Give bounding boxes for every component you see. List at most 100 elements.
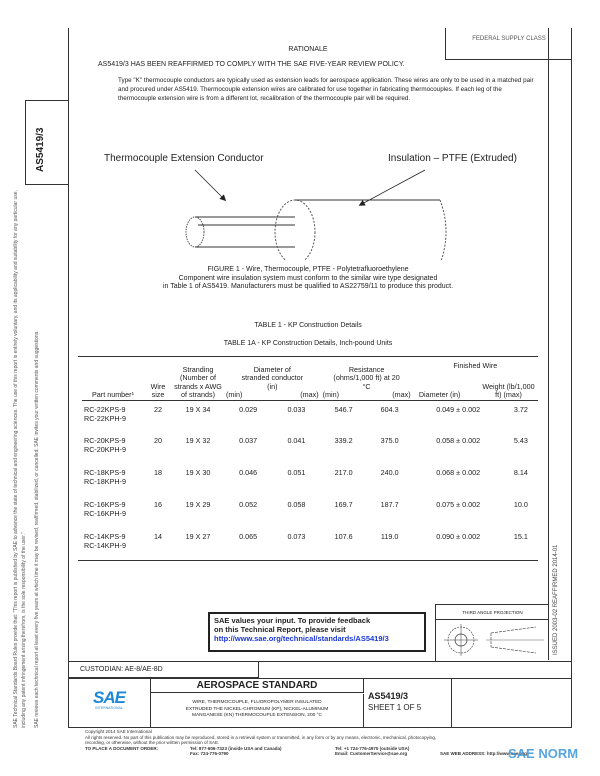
cell-rmin: 339.2 [334,436,353,445]
cell-part-number: RC-18KPS-9 RC-18KPH-9 [82,464,144,496]
caption-title: FIGURE 1 - Wire, Thermocouple, PTFE - Po… [207,266,409,273]
fax: Fax: 724-776-0790 [190,751,229,757]
doc-number: AS5419/3 [368,691,409,701]
cell-rmin: 169.7 [334,500,353,509]
table-row: RC-20KPS-9 RC-20KPH-9 20 19 X 32 0.037 0.041 3… [82,432,538,464]
rights: All rights reserved. No part of this pub… [85,734,437,740]
cell-dmax: 0.051 [287,468,306,477]
figure-label-conductor: Thermocouple Extension Conductor [104,153,264,164]
cell-strand: 19 X 27 [185,532,211,541]
cell-dmin: 0.029 [239,404,258,414]
sheet-number: SHEET 1 OF 5 [368,703,422,712]
cell-strand: 19 X 32 [185,436,211,445]
tel-outside: Tel: +1 724-776-4970 (outside USA) [335,745,410,751]
custodian: CUSTODIAN: AE-8/AE-8D [68,662,259,678]
cell-fd: 0.068 ± 0.002 [436,468,481,477]
th-diameter: Diameter of stranded conductor (in) (min)… [224,362,321,400]
th-diameter-label: Diameter of stranded conductor (in) [241,364,304,391]
cell-w: 15.1 [513,532,528,541]
rationale-paragraph: Type "K" thermocouple conductors are typ… [118,77,534,102]
watermark-logo: SAE NORM [508,746,579,761]
table-title: TABLE 1 - KP Construction Details [254,322,362,329]
cell-rmin: 546.7 [334,404,353,414]
issue-dates: ISSUED 2003-02 REAFFIRMED 2014-01 [553,544,559,655]
margin-notice-1: SAE Technical Standards Board Rules prov… [13,190,27,728]
table-top-rule [78,356,538,357]
figure-caption: FIGURE 1 - Wire, Thermocouple, PTFE - Po… [68,266,548,292]
caption-note-1: Component wire insulation system must co… [178,274,438,282]
cell-dmin: 0.046 [239,468,258,477]
th-rmin: (min) [322,390,339,399]
web-address[interactable]: SAE WEB ADDRESS: http://www.sae.org [440,751,527,757]
feedback-link[interactable]: http://www.sae.org/technical/standards/A… [214,634,389,643]
doc-id-vertical: AS5419/3 [35,127,46,172]
federal-supply-class-box: FEDERAL SUPPLY CLASS [445,28,572,60]
th-resistance: Resistance (ohms/1,000 ft) at 20 °C (min)… [321,362,413,400]
table-row: RC-16KPS-9 RC-16KPH-9 16 19 X 29 0.052 0.058 1… [82,496,538,528]
th-dmax: (max) [300,390,319,399]
cell-rmin: 107.6 [334,532,353,541]
figure-label-insulation: Insulation – PTFE (Extruded) [388,153,517,164]
cell-size: 14 [154,532,162,541]
table-subtitle: TABLE 1A - KP Construction Details, Inch… [223,340,393,347]
desc-line3: MANGANESE (KN) THERMOCOUPLE EXTENSION, 2… [191,713,323,718]
cell-w: 3.72 [513,404,528,414]
feedback-line2: on this Technical Report, please visit [214,625,346,634]
cell-fd: 0.058 ± 0.002 [436,436,481,445]
table-wrap: Part number¹ Wire size Stranding (Number… [78,361,538,561]
standard-heading: AEROSPACE STANDARD [151,679,364,693]
rationale-statement: AS5419/3 HAS BEEN REAFFIRMED TO COMPLY W… [98,61,405,68]
part-number: RC-14KPS-9 [84,532,126,541]
desc-line2: EXTRUDED THE NICKEL-CHROMIUM (KP), NICKE… [185,706,329,712]
table-bottom-rule [78,560,538,561]
th-resistance-label: Resistance (ohms/1,000 ft) at 20 °C [333,364,400,391]
rationale-title: RATIONALE [288,46,328,53]
th-stranding: Stranding (Number of strands x AWG of st… [174,364,222,399]
cell-rmax: 375.0 [380,436,399,445]
cell-size: 20 [154,436,162,445]
cell-dmax: 0.073 [287,532,306,541]
th-fdiam: Diameter (in) [418,390,461,399]
cell-part-number: RC-22KPS-9 RC-22KPH-9 [82,400,144,432]
title-block-top [68,661,571,662]
sae-logo: SAE INTERNATIONAL [68,679,151,727]
table-row: RC-22KPS-9 RC-22KPH-9 22 19 X 34 0.029 0.033 5… [82,400,538,432]
projection-label: THIRD ANGLE PROJECTION [436,605,549,620]
cell-dmin: 0.052 [239,500,258,509]
table-header-row: Part number¹ Wire size Stranding (Number… [82,361,538,400]
construction-table: Part number¹ Wire size Stranding (Number… [82,361,538,560]
th-finished: Finished Wire Diameter (in) Weight (lb/1,0… [413,361,538,400]
th-wire: Wire size [150,381,166,399]
strip-line [548,28,549,660]
cell-dmin: 0.037 [239,436,258,445]
cell-part-number: RC-16KPS-9 RC-16KPH-9 [82,496,144,528]
cell-w: 10.0 [513,500,528,509]
part-number: RC-18KPH-9 [84,477,126,486]
margin-notice-2: SAE reviews each technical report at lea… [34,330,40,728]
part-number: RC-20KPH-9 [84,445,126,454]
third-angle-projection-icon [444,624,544,656]
wire-illustration [185,169,447,260]
title-block-bottom [68,727,571,728]
cell-part-number: RC-20KPS-9 RC-20KPH-9 [82,432,144,464]
th-finished-label: Finished Wire [453,361,498,370]
footer: Copyright 2014 SAE International All rig… [85,729,555,757]
cell-dmin: 0.065 [239,532,258,541]
fsc-label: FEDERAL SUPPLY CLASS [472,36,546,42]
copyright: Copyright 2014 SAE International [85,729,152,734]
cell-dmax: 0.041 [287,436,306,445]
cell-rmax: 187.7 [380,500,399,509]
part-number: RC-16KPS-9 [84,500,126,509]
projection-box: THIRD ANGLE PROJECTION [435,604,549,662]
cell-size: 22 [154,404,162,414]
cell-rmax: 604.3 [380,404,399,414]
cell-w: 5.43 [513,436,528,445]
cell-strand: 19 X 34 [185,404,211,414]
cell-part-number: RC-14KPS-9 RC-14KPH-9 [82,528,144,560]
cell-dmax: 0.058 [287,500,306,509]
cell-size: 18 [154,468,162,477]
th-weight: Weight (lb/1,000 ft) (max) [482,381,535,399]
frame-left [68,28,69,728]
desc-line1: WIRE, THERMOCOUPLE, FLUOROPOLYMER INSULA… [192,700,322,705]
feedback-line1: SAE values your input. To provide feedba… [214,616,371,625]
